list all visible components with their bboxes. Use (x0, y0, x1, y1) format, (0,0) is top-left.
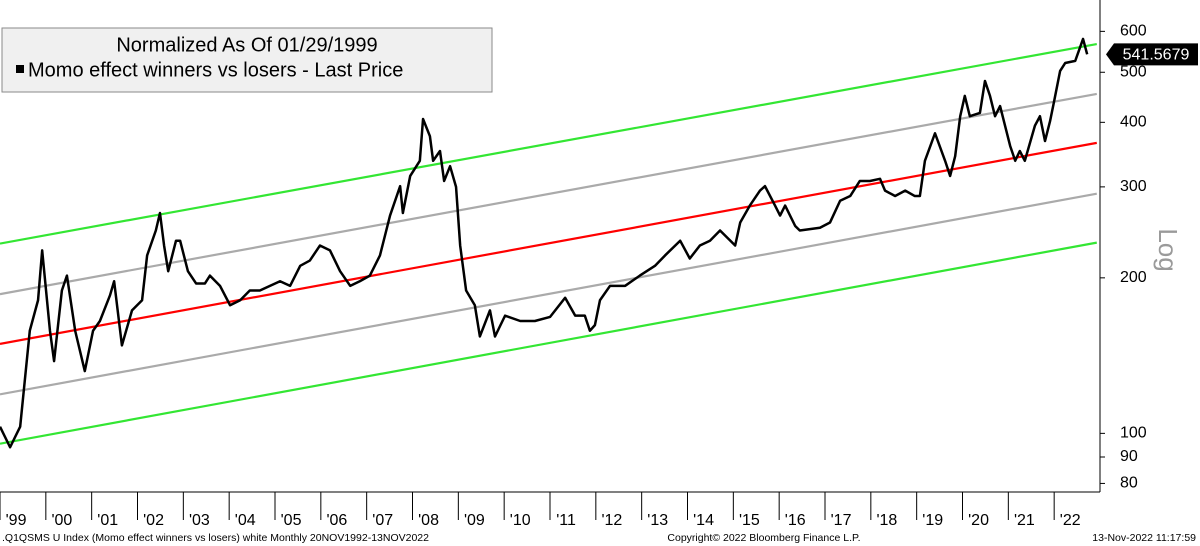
y-axis-label: Log (1153, 228, 1183, 271)
x-tick-label: '01 (97, 512, 118, 529)
x-tick-label: '03 (189, 512, 210, 529)
x-tick-label: '15 (739, 512, 760, 529)
legend-title: Normalized As Of 01/29/1999 (116, 34, 377, 56)
x-tick-label: '07 (372, 512, 393, 529)
channel-line (0, 42, 1097, 245)
x-tick-label: '05 (281, 512, 302, 529)
x-tick-label: '99 (6, 512, 27, 529)
y-tick-label: 400 (1120, 114, 1147, 131)
x-tick-label: '14 (693, 512, 714, 529)
x-tick-label: '22 (1060, 512, 1081, 529)
footer-center: Copyright© 2022 Bloomberg Finance L.P. (667, 532, 860, 544)
x-tick-label: '02 (143, 512, 164, 529)
channel-line (0, 192, 1097, 396)
last-price-tag (1106, 43, 1198, 66)
footer-right: 13-Nov-2022 11:17:59 (1092, 532, 1196, 544)
series-line (0, 37, 1089, 449)
x-tick-label: '00 (51, 512, 72, 529)
x-tick-label: '17 (831, 512, 852, 529)
x-tick-label: '19 (922, 512, 943, 529)
x-tick-label: '08 (418, 512, 439, 529)
y-tick-label: 100 (1120, 425, 1147, 442)
x-tick-label: '12 (601, 512, 622, 529)
x-tick-label: '09 (464, 512, 485, 529)
legend-box (1, 27, 493, 93)
channel-line (0, 141, 1097, 345)
x-tick-label: '10 (510, 512, 531, 529)
x-tick-label: '04 (235, 512, 256, 529)
y-tick-label: 90 (1120, 448, 1138, 465)
last-price-label: 541.5679 (1123, 47, 1190, 64)
x-tick-label: '16 (785, 512, 806, 529)
x-tick-label: '21 (1014, 512, 1035, 529)
x-tick-label: '18 (876, 512, 897, 529)
x-tick-label: '13 (647, 512, 668, 529)
x-tick-label: '11 (556, 512, 576, 529)
y-tick-label: 200 (1120, 269, 1147, 286)
y-tick-label: 500 (1120, 63, 1147, 80)
legend-entry: Momo effect winners vs losers - Last Pri… (28, 59, 403, 81)
y-tick-label: 80 (1120, 475, 1138, 492)
y-tick-label: 600 (1120, 23, 1147, 40)
legend-marker (16, 65, 24, 73)
channel-line (0, 241, 1097, 445)
x-tick-label: '06 (326, 512, 347, 529)
plot-area: 80 90 100 200 300 400 500 600 '99 '00 '01 '02 '03 '04… (0, 0, 1198, 529)
y-tick-label: 300 (1120, 178, 1147, 195)
x-tick-label: '20 (968, 512, 989, 529)
channel-line (0, 92, 1097, 296)
footer-left: .Q1QSMS U Index (Momo effect winners vs … (2, 532, 429, 544)
